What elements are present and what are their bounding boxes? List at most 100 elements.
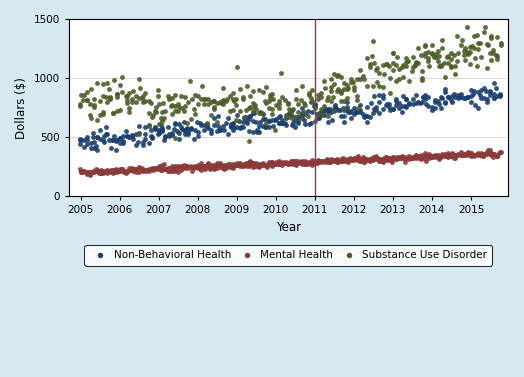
Point [85, 101, 94, 107]
Point [350, 87, 358, 93]
Point [466, 151, 475, 157]
Point [349, 157, 357, 163]
Point [281, 160, 290, 166]
Point [246, 158, 255, 164]
Point [372, 153, 380, 159]
Point [412, 100, 420, 106]
Point [96, 167, 105, 173]
Point [219, 97, 227, 103]
Point [395, 105, 403, 111]
Point [493, 93, 501, 100]
Point [265, 161, 273, 167]
Point [128, 133, 137, 139]
Point [398, 64, 406, 70]
Point [402, 154, 410, 160]
Point [421, 152, 430, 158]
Point [333, 156, 341, 162]
Point [438, 154, 446, 160]
Point [132, 93, 140, 99]
Point [486, 50, 494, 56]
Point [466, 49, 474, 55]
Point [103, 167, 111, 173]
Point [288, 107, 296, 113]
Point [414, 60, 422, 66]
Point [298, 114, 307, 120]
Point [395, 75, 403, 81]
Point [177, 105, 185, 111]
Point [313, 111, 322, 117]
Point [125, 105, 134, 111]
Point [427, 154, 435, 160]
Point [314, 159, 322, 165]
Point [414, 153, 422, 159]
Point [454, 151, 463, 157]
Point [219, 123, 227, 129]
Point [450, 152, 458, 158]
Point [79, 168, 88, 174]
Point [193, 162, 202, 168]
Point [441, 153, 450, 159]
Point [165, 165, 173, 171]
Point [219, 101, 227, 107]
Point [414, 153, 423, 159]
Point [268, 117, 277, 123]
Point [219, 98, 227, 104]
Point [118, 89, 126, 95]
Point [386, 107, 394, 113]
Point [262, 124, 270, 130]
Point [168, 111, 176, 117]
Point [275, 98, 283, 104]
Point [486, 151, 495, 157]
Point [223, 161, 232, 167]
Point [368, 83, 377, 89]
Point [291, 158, 299, 164]
Point [265, 98, 273, 104]
Point [443, 94, 452, 100]
Point [145, 110, 154, 116]
Point [83, 170, 91, 176]
Point [288, 113, 296, 119]
Point [327, 88, 335, 94]
Point [460, 151, 468, 157]
Point [198, 83, 206, 89]
Point [340, 98, 348, 104]
Point [392, 156, 400, 162]
Point [268, 159, 276, 165]
Point [145, 123, 154, 129]
Point [357, 156, 365, 162]
Point [428, 153, 436, 159]
Point [327, 156, 335, 162]
Point [340, 86, 348, 92]
Point [353, 156, 362, 162]
Point [149, 112, 157, 118]
Point [222, 120, 231, 126]
Point [489, 150, 498, 156]
Point [196, 166, 204, 172]
Point [363, 157, 371, 163]
Point [372, 156, 380, 162]
Point [204, 125, 212, 131]
Point [460, 150, 468, 156]
Point [277, 159, 286, 166]
Point [330, 158, 338, 164]
Point [441, 150, 450, 156]
Point [366, 61, 374, 67]
Point [435, 154, 443, 160]
Point [425, 155, 433, 161]
Point [385, 156, 394, 162]
Point [147, 166, 156, 172]
Point [99, 169, 107, 175]
Point [206, 99, 215, 105]
Point [183, 125, 191, 131]
Point [287, 109, 296, 115]
Point [414, 45, 422, 51]
Point [151, 124, 159, 130]
Point [210, 98, 218, 104]
Point [122, 170, 130, 176]
Point [106, 167, 115, 173]
Point [170, 108, 179, 114]
Point [116, 82, 124, 88]
Point [409, 54, 417, 60]
Point [476, 54, 485, 60]
Point [89, 168, 97, 174]
